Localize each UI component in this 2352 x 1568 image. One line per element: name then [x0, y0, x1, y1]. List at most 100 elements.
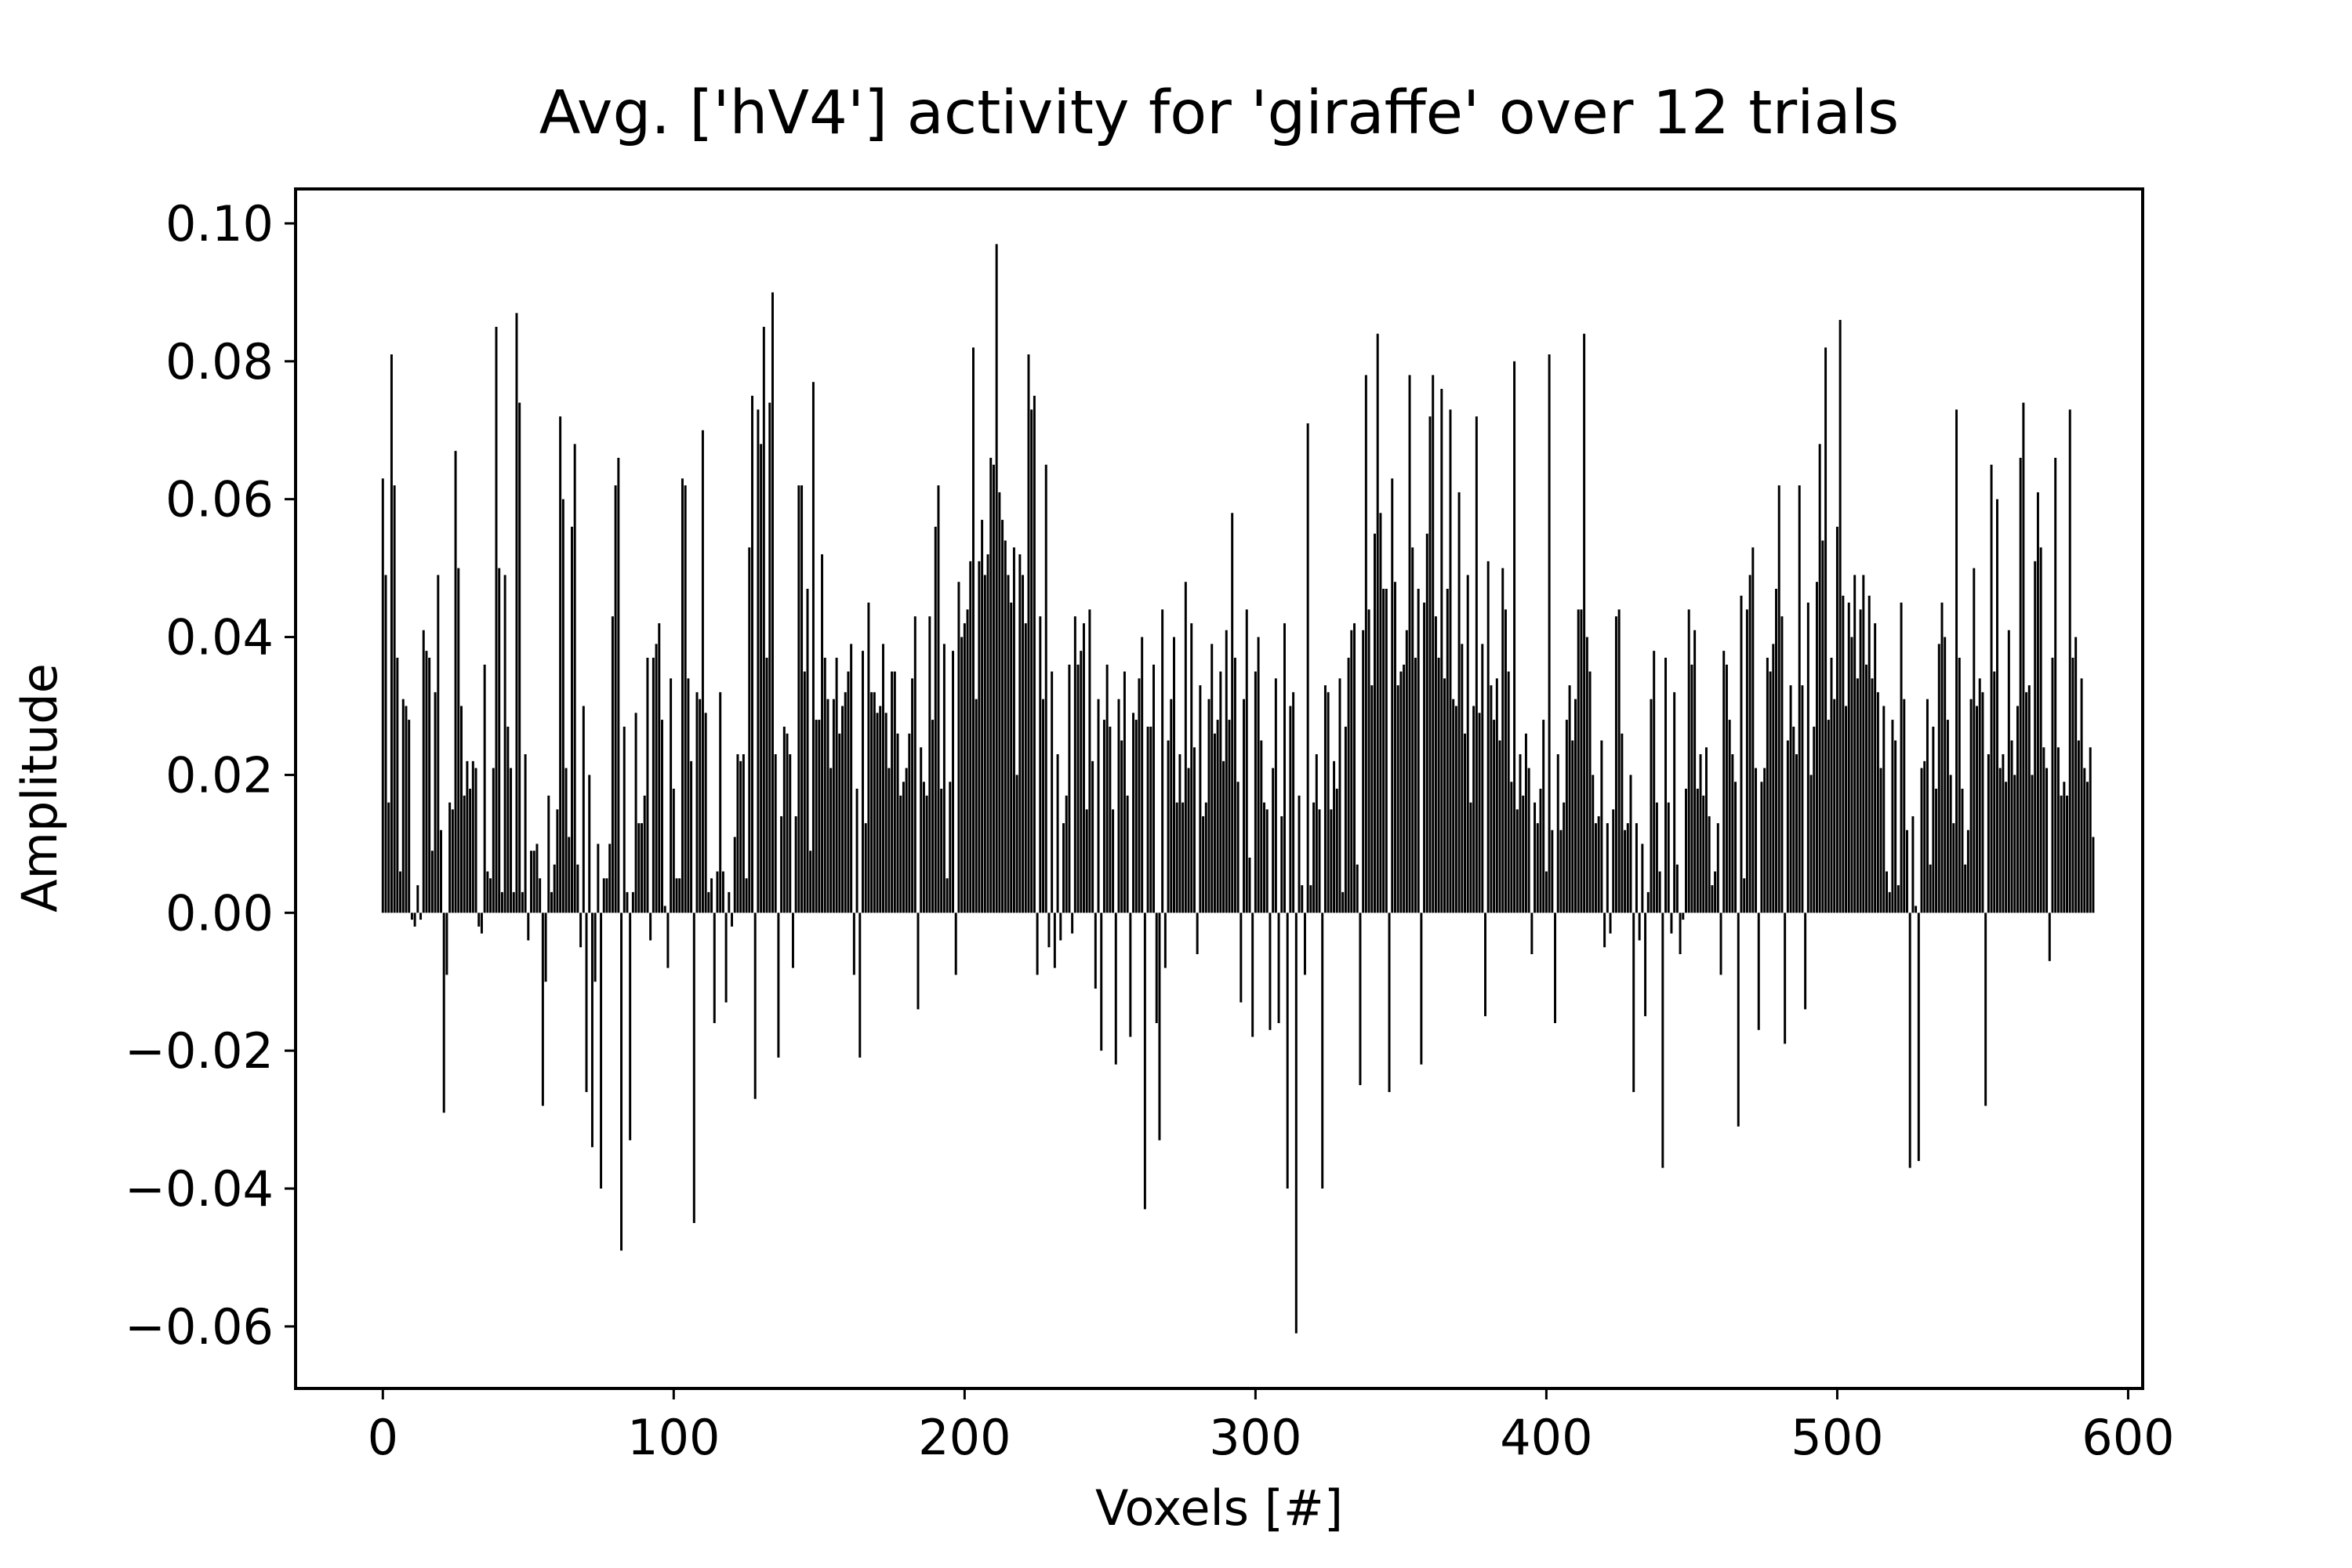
- bar: [2013, 775, 2016, 913]
- bar: [925, 795, 928, 913]
- bar: [1280, 816, 1283, 913]
- bar: [1428, 416, 1432, 913]
- bar: [620, 913, 623, 1251]
- bar: [1170, 699, 1173, 913]
- bar: [771, 292, 774, 913]
- bar: [1071, 913, 1074, 934]
- bar: [2027, 685, 2031, 913]
- bar: [1251, 913, 1254, 1037]
- bar: [1202, 816, 1205, 913]
- bar: [1015, 775, 1018, 913]
- bar: [1920, 768, 1923, 913]
- x-axis-label: Voxels [#]: [1095, 1479, 1343, 1537]
- bar: [600, 913, 603, 1189]
- bar: [1105, 664, 1109, 913]
- bar: [777, 913, 780, 1058]
- bar: [1871, 678, 1874, 913]
- bar: [1818, 444, 1821, 913]
- bar: [1047, 913, 1051, 948]
- bar: [1621, 733, 1624, 913]
- bar: [852, 913, 855, 975]
- bar: [1231, 513, 1234, 913]
- bar: [1606, 822, 1609, 913]
- bar: [556, 809, 559, 913]
- bar: [762, 326, 765, 913]
- bar: [1527, 768, 1530, 913]
- bar: [2019, 457, 2022, 913]
- bar: [1399, 671, 1403, 913]
- bar: [713, 913, 716, 1023]
- bar: [678, 878, 681, 913]
- bar: [748, 547, 751, 913]
- bar: [471, 760, 474, 913]
- bar: [786, 733, 789, 913]
- bar: [646, 657, 649, 913]
- bar: [1030, 409, 1033, 913]
- bar: [547, 795, 550, 913]
- bar: [739, 760, 742, 913]
- bar: [1490, 685, 1493, 913]
- bar: [1393, 582, 1396, 913]
- bar: [1670, 913, 1673, 934]
- bar: [841, 706, 844, 913]
- bar: [1062, 822, 1065, 913]
- bar: [1306, 423, 1309, 913]
- bar: [1163, 913, 1167, 968]
- bar: [1757, 913, 1760, 1030]
- bar: [806, 589, 809, 913]
- bar: [2010, 740, 2013, 913]
- bar: [908, 733, 911, 913]
- y-tick-label: −0.04: [125, 1160, 274, 1218]
- bar: [1051, 671, 1054, 913]
- bar: [1867, 595, 1871, 913]
- bar: [384, 575, 387, 913]
- bar: [1376, 333, 1379, 913]
- y-axis: −0.06 −0.04 −0.02 0.00 0.02 0.04 0.06 0.08 0.10: [125, 195, 296, 1356]
- bar: [1993, 671, 1996, 913]
- bar: [561, 499, 564, 913]
- bar: [893, 671, 896, 913]
- bar: [448, 802, 452, 913]
- bar: [928, 616, 931, 913]
- bar: [1946, 720, 1949, 913]
- bar: [1522, 795, 1525, 913]
- bar: [1629, 775, 1632, 913]
- bar: [1042, 699, 1045, 913]
- bar: [1973, 568, 1976, 913]
- bar: [1704, 747, 1708, 913]
- bar: [902, 782, 905, 913]
- bar: [690, 760, 693, 913]
- bar: [1294, 913, 1298, 1334]
- bar: [437, 575, 440, 913]
- bar: [1804, 913, 1807, 1010]
- bar: [1958, 657, 1961, 913]
- bar: [631, 891, 634, 913]
- bar: [1068, 664, 1071, 913]
- bar: [469, 789, 472, 913]
- bar: [1097, 699, 1100, 913]
- bar: [1859, 609, 1862, 913]
- bar: [969, 561, 972, 913]
- bar: [440, 829, 442, 913]
- bar: [1228, 720, 1231, 913]
- bar: [474, 768, 477, 913]
- bar: [1612, 809, 1615, 913]
- bar: [1617, 609, 1621, 913]
- bar: [1588, 671, 1592, 913]
- x-tick-label: 400: [1500, 1409, 1592, 1466]
- bar: [1102, 720, 1105, 913]
- bar: [1847, 602, 1850, 913]
- bar: [1012, 547, 1015, 913]
- bar: [1777, 485, 1780, 913]
- bar: [1327, 691, 1330, 913]
- bar: [1335, 789, 1338, 913]
- bar: [1350, 630, 1353, 913]
- bar: [1396, 685, 1399, 913]
- bar: [1374, 533, 1376, 913]
- bar: [530, 851, 533, 913]
- bar: [695, 691, 699, 913]
- bar: [550, 891, 553, 913]
- bar: [1446, 589, 1449, 913]
- bar: [1504, 609, 1507, 913]
- bar: [1835, 526, 1838, 913]
